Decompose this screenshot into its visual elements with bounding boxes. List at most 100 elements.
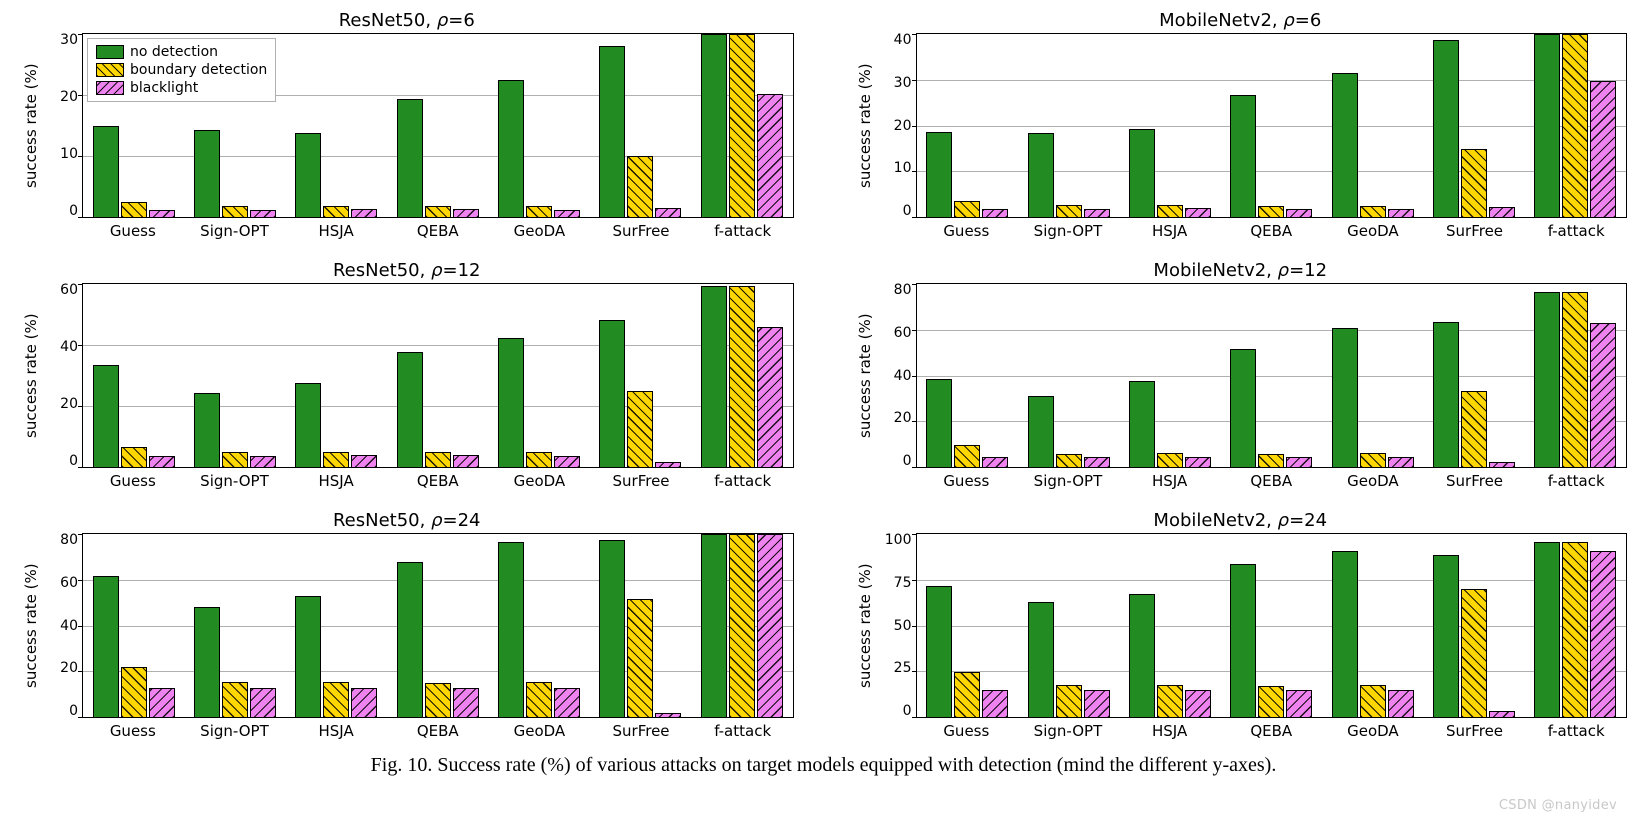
x-tick: HSJA xyxy=(285,218,387,240)
bars-container xyxy=(917,34,1627,217)
category-group xyxy=(1018,284,1119,467)
chart-panel: ResNet50, ρ=12success rate (%)6040200Gue… xyxy=(20,260,794,490)
bar-boundary_detection xyxy=(1562,292,1588,467)
legend-label: no detection xyxy=(130,44,218,60)
category-group xyxy=(83,284,184,467)
x-tick: HSJA xyxy=(285,468,387,490)
category-group xyxy=(1423,34,1524,217)
bar-boundary_detection xyxy=(1360,685,1386,717)
category-group xyxy=(691,284,792,467)
bar-blacklight xyxy=(1286,457,1312,467)
category-group xyxy=(1322,284,1423,467)
y-axis-label: success rate (%) xyxy=(20,533,42,718)
chart-panel: MobileNetv2, ρ=24success rate (%)1007550… xyxy=(854,510,1628,740)
category-group xyxy=(286,534,387,717)
bar-boundary_detection xyxy=(1258,686,1284,717)
category-group xyxy=(1119,534,1220,717)
bar-no_detection xyxy=(93,576,119,717)
category-group xyxy=(590,34,691,217)
category-group xyxy=(1322,34,1423,217)
bar-blacklight xyxy=(554,456,580,467)
category-group xyxy=(1221,534,1322,717)
y-ticks: 3020100 xyxy=(42,33,82,218)
bar-no_detection xyxy=(1332,551,1358,717)
panel-title: ResNet50, ρ=6 xyxy=(339,10,475,31)
y-tick: 20 xyxy=(894,119,912,133)
category-group xyxy=(387,534,488,717)
bar-blacklight xyxy=(655,462,681,467)
bar-blacklight xyxy=(655,713,681,717)
bar-blacklight xyxy=(351,455,377,467)
watermark: CSDN @nanyidev xyxy=(1499,798,1617,813)
legend-row: boundary detection xyxy=(96,61,267,79)
bar-no_detection xyxy=(701,534,727,717)
bar-no_detection xyxy=(1332,328,1358,467)
y-tick: 40 xyxy=(60,619,78,633)
bar-no_detection xyxy=(397,562,423,717)
bar-blacklight xyxy=(250,456,276,467)
y-tick: 10 xyxy=(60,147,78,161)
y-tick: 40 xyxy=(894,369,912,383)
y-tick: 40 xyxy=(894,33,912,47)
bar-no_detection xyxy=(599,540,625,717)
bar-blacklight xyxy=(1590,81,1616,217)
category-group xyxy=(387,284,488,467)
bar-blacklight xyxy=(1590,551,1616,717)
x-ticks: GuessSign-OPTHSJAQEBAGeoDASurFreef-attac… xyxy=(916,218,1628,240)
bar-boundary_detection xyxy=(323,452,349,467)
x-tick: Sign-OPT xyxy=(184,468,286,490)
category-group xyxy=(1119,284,1220,467)
bar-no_detection xyxy=(1534,292,1560,467)
x-tick: f-attack xyxy=(692,218,794,240)
bar-no_detection xyxy=(1433,322,1459,467)
category-group xyxy=(488,534,589,717)
bar-blacklight xyxy=(1590,323,1616,467)
x-tick: SurFree xyxy=(590,718,692,740)
x-tick: Sign-OPT xyxy=(1017,718,1119,740)
bar-no_detection xyxy=(93,365,119,467)
plot-area: no detectionboundary detectionblacklight xyxy=(82,33,794,218)
bar-boundary_detection xyxy=(1258,206,1284,217)
bar-blacklight xyxy=(250,688,276,717)
chart-grid: ResNet50, ρ=6success rate (%)3020100no d… xyxy=(20,10,1627,740)
x-tick: HSJA xyxy=(1119,218,1221,240)
x-tick: Sign-OPT xyxy=(1017,218,1119,240)
bar-boundary_detection xyxy=(1056,454,1082,467)
y-ticks: 6040200 xyxy=(42,283,82,468)
y-tick: 60 xyxy=(60,576,78,590)
category-group xyxy=(1525,34,1626,217)
x-ticks: GuessSign-OPTHSJAQEBAGeoDASurFreef-attac… xyxy=(82,218,794,240)
x-tick: Guess xyxy=(916,718,1018,740)
bar-boundary_detection xyxy=(1562,542,1588,717)
y-ticks: 1007550250 xyxy=(876,533,916,718)
y-axis-label: success rate (%) xyxy=(20,283,42,468)
y-tick: 100 xyxy=(885,533,912,547)
category-group xyxy=(1221,34,1322,217)
x-tick: QEBA xyxy=(1220,718,1322,740)
x-tick: SurFree xyxy=(590,218,692,240)
bar-blacklight xyxy=(982,690,1008,717)
x-tick: Guess xyxy=(82,218,184,240)
bar-blacklight xyxy=(149,210,175,217)
bar-no_detection xyxy=(1028,396,1054,467)
category-group xyxy=(83,534,184,717)
bar-boundary_detection xyxy=(526,452,552,467)
x-tick: GeoDA xyxy=(489,468,591,490)
category-group xyxy=(691,534,792,717)
y-tick: 40 xyxy=(60,340,78,354)
x-tick: Guess xyxy=(82,718,184,740)
x-tick: Guess xyxy=(916,218,1018,240)
bar-boundary_detection xyxy=(954,672,980,717)
y-tick: 25 xyxy=(894,661,912,675)
bar-no_detection xyxy=(498,542,524,717)
bars-container xyxy=(83,284,793,467)
bar-boundary_detection xyxy=(627,156,653,217)
bar-boundary_detection xyxy=(1461,589,1487,717)
legend-swatch xyxy=(96,45,124,59)
x-tick: GeoDA xyxy=(1322,218,1424,240)
legend-row: no detection xyxy=(96,43,267,61)
y-tick: 0 xyxy=(903,454,912,468)
category-group xyxy=(286,34,387,217)
category-group xyxy=(917,534,1018,717)
x-tick: f-attack xyxy=(1525,718,1627,740)
